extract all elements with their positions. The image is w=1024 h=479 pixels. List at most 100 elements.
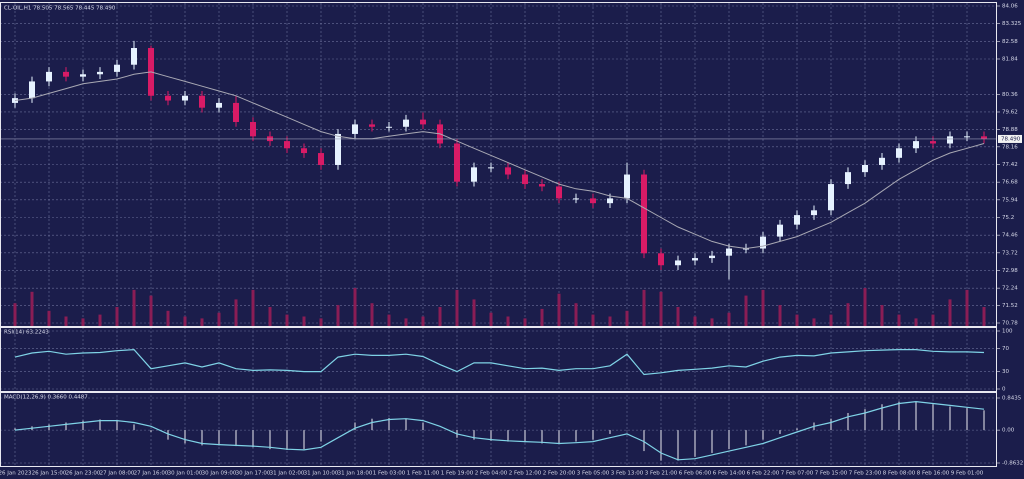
macd-histogram-bar bbox=[167, 430, 169, 440]
macd-histogram-bar bbox=[150, 430, 152, 433]
macd-histogram-bar bbox=[592, 430, 594, 440]
x-tick-label: 26 Jan 2023 bbox=[0, 471, 32, 477]
volume-bar bbox=[863, 288, 867, 326]
macd-histogram-bar bbox=[371, 418, 373, 431]
macd-histogram-bar bbox=[966, 408, 968, 431]
y-tick-label: 82.58 bbox=[1002, 39, 1018, 45]
macd-histogram-bar bbox=[99, 419, 101, 431]
candle-body bbox=[97, 71, 103, 75]
candle-body bbox=[182, 95, 188, 101]
macd-histogram-bar bbox=[65, 422, 67, 431]
candle-body bbox=[454, 143, 460, 182]
macd-histogram-bar bbox=[915, 401, 917, 431]
y-tick-label: 83.325 bbox=[1002, 21, 1022, 27]
candle-body bbox=[250, 122, 256, 137]
macd-histogram-bar bbox=[643, 430, 645, 452]
x-tick-label: 3 Feb 05:00 bbox=[577, 471, 610, 477]
macd-histogram-bar bbox=[218, 430, 220, 446]
macd-histogram-bar bbox=[14, 428, 16, 431]
macd-histogram-bar bbox=[269, 430, 271, 450]
x-tick-label: 3 Feb 13:00 bbox=[611, 471, 644, 477]
macd-histogram-bar bbox=[728, 430, 730, 450]
x-tick-label: 7 Feb 15:00 bbox=[815, 471, 848, 477]
candle-body bbox=[216, 102, 222, 108]
macd-histogram-bar bbox=[830, 418, 832, 431]
candle-body bbox=[29, 81, 35, 99]
candle-body bbox=[641, 174, 647, 254]
candle-body bbox=[726, 248, 732, 256]
candle-body bbox=[199, 95, 205, 108]
candle-body bbox=[743, 248, 749, 250]
rsi-panel-frame bbox=[0, 327, 997, 392]
macd-histogram-bar bbox=[609, 430, 611, 434]
volume-bar bbox=[744, 295, 748, 326]
candle-body bbox=[488, 167, 494, 169]
volume-bar bbox=[217, 312, 221, 326]
volume-bar bbox=[710, 318, 714, 326]
volume-bar bbox=[812, 318, 816, 326]
volume-bar bbox=[115, 307, 119, 326]
x-tick-label: 27 Jan 16:00 bbox=[134, 471, 169, 477]
candle-body bbox=[845, 172, 851, 185]
x-tick-label: 8 Feb 16:00 bbox=[917, 471, 950, 477]
y-tick-label: 72.98 bbox=[1002, 268, 1018, 274]
macd-histogram-bar bbox=[422, 422, 424, 431]
macd-histogram-bar bbox=[762, 430, 764, 440]
last-price-label: 78.490 bbox=[1001, 136, 1021, 142]
x-tick-label: 31 Jan 02:00 bbox=[270, 471, 305, 477]
macd-histogram-bar bbox=[796, 428, 798, 431]
x-tick-label: 2 Feb 04:00 bbox=[475, 471, 508, 477]
candle-body bbox=[828, 184, 834, 211]
macd-histogram-bar bbox=[677, 430, 679, 461]
volume-bar bbox=[625, 310, 629, 326]
volume-bar bbox=[234, 299, 238, 326]
volume-bar bbox=[846, 303, 850, 326]
volume-bar bbox=[880, 305, 884, 326]
macd-histogram-bar bbox=[82, 420, 84, 431]
macd-histogram-bar bbox=[745, 430, 747, 446]
candle-body bbox=[403, 119, 409, 127]
candle-body bbox=[590, 198, 596, 204]
macd-histogram-bar bbox=[116, 420, 118, 431]
y-tick-label: 0.00 bbox=[1002, 428, 1015, 434]
volume-bar bbox=[98, 314, 102, 326]
volume-bar bbox=[965, 289, 969, 326]
volume-bar bbox=[506, 316, 510, 326]
volume-bar bbox=[608, 316, 612, 326]
candle-body bbox=[930, 141, 936, 144]
x-tick-label: 1 Feb 19:00 bbox=[441, 471, 474, 477]
candle-body bbox=[522, 174, 528, 185]
volume-bar bbox=[659, 291, 663, 326]
macd-histogram-bar bbox=[405, 418, 407, 431]
macd-histogram-bar bbox=[779, 430, 781, 434]
volume-bar bbox=[727, 312, 731, 326]
volume-bar bbox=[166, 310, 170, 326]
x-tick-label: 7 Feb 23:00 bbox=[849, 471, 882, 477]
y-tick-label: 77.42 bbox=[1002, 162, 1018, 168]
macd-histogram-bar bbox=[524, 430, 526, 443]
candle-body bbox=[777, 224, 783, 237]
x-tick-label: 6 Feb 06:00 bbox=[679, 471, 712, 477]
rsi-line bbox=[14, 348, 985, 376]
volume-bar bbox=[30, 291, 34, 326]
macd-histogram-bar bbox=[847, 412, 849, 431]
candle-body bbox=[420, 119, 426, 125]
volume-bar bbox=[489, 312, 493, 326]
candle-body bbox=[471, 167, 477, 182]
x-tick-label: 2 Feb 12:00 bbox=[509, 471, 542, 477]
volume-bar bbox=[404, 318, 408, 326]
candle-body bbox=[624, 174, 630, 199]
candle-body bbox=[981, 136, 987, 139]
x-tick-label: 9 Feb 01:00 bbox=[951, 471, 984, 477]
volume-bar bbox=[642, 289, 646, 326]
y-tick-label: 76.68 bbox=[1002, 180, 1018, 186]
x-tick-label: 6 Feb 14:00 bbox=[713, 471, 746, 477]
candle-body bbox=[709, 255, 715, 259]
candle-body bbox=[913, 141, 919, 149]
candle-body bbox=[63, 71, 69, 77]
y-tick-label: 84.06 bbox=[1002, 4, 1018, 10]
moving-average-line bbox=[14, 71, 985, 250]
macd-histogram-bar bbox=[983, 410, 985, 431]
macd-histogram-bar bbox=[184, 430, 186, 444]
